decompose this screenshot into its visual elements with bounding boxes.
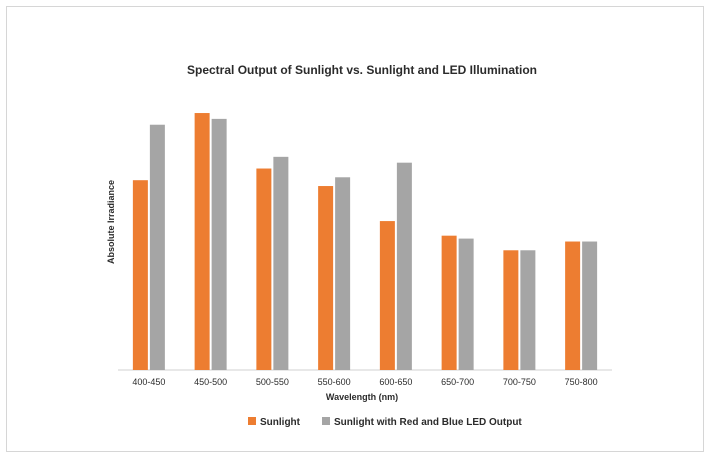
legend-label: Sunlight with Red and Blue LED Output xyxy=(334,417,522,428)
x-tick-label: 650-700 xyxy=(441,377,474,387)
bar-sunlight-led-600-650 xyxy=(396,162,412,370)
legend: Sunlight Sunlight with Red and Blue LED O… xyxy=(248,417,522,428)
x-tick-group: 400-450 450-500 500-550 550-600 600-650 650-7… xyxy=(132,377,597,387)
bar-sunlight-led-400-450 xyxy=(149,124,165,370)
bar-sunlight-400-450 xyxy=(132,180,148,370)
chart-frame xyxy=(6,6,704,452)
legend-label: Sunlight xyxy=(260,417,301,428)
legend-swatch xyxy=(248,417,256,425)
bar-sunlight-led-450-500 xyxy=(211,118,227,370)
bar-sunlight-600-650 xyxy=(379,221,395,370)
bar-sunlight-650-700 xyxy=(441,235,457,370)
x-tick-label: 700-750 xyxy=(503,377,536,387)
bar-sunlight-550-600 xyxy=(318,186,334,370)
x-axis-title: Wavelength (nm) xyxy=(326,392,398,402)
bar-sunlight-700-750 xyxy=(503,250,519,370)
bar-sunlight-led-650-700 xyxy=(458,238,474,370)
x-tick-label: 600-650 xyxy=(379,377,412,387)
x-tick-label: 450-500 xyxy=(194,377,227,387)
x-tick-label: 400-450 xyxy=(132,377,165,387)
bar-sunlight-led-550-600 xyxy=(335,177,351,370)
bar-sunlight-450-500 xyxy=(194,113,210,370)
y-axis-title: Absolute Irradiance xyxy=(106,180,116,264)
bar-sunlight-led-750-800 xyxy=(582,241,598,370)
bars-group xyxy=(132,113,598,370)
legend-swatch xyxy=(322,417,330,425)
chart-title: Spectral Output of Sunlight vs. Sunlight… xyxy=(187,63,537,77)
bar-sunlight-led-700-750 xyxy=(520,250,536,370)
bar-sunlight-500-550 xyxy=(256,168,272,370)
x-tick-label: 550-600 xyxy=(318,377,351,387)
bar-sunlight-750-800 xyxy=(565,241,581,370)
x-tick-label: 500-550 xyxy=(256,377,289,387)
bar-sunlight-led-500-550 xyxy=(273,156,289,370)
x-tick-label: 750-800 xyxy=(565,377,598,387)
